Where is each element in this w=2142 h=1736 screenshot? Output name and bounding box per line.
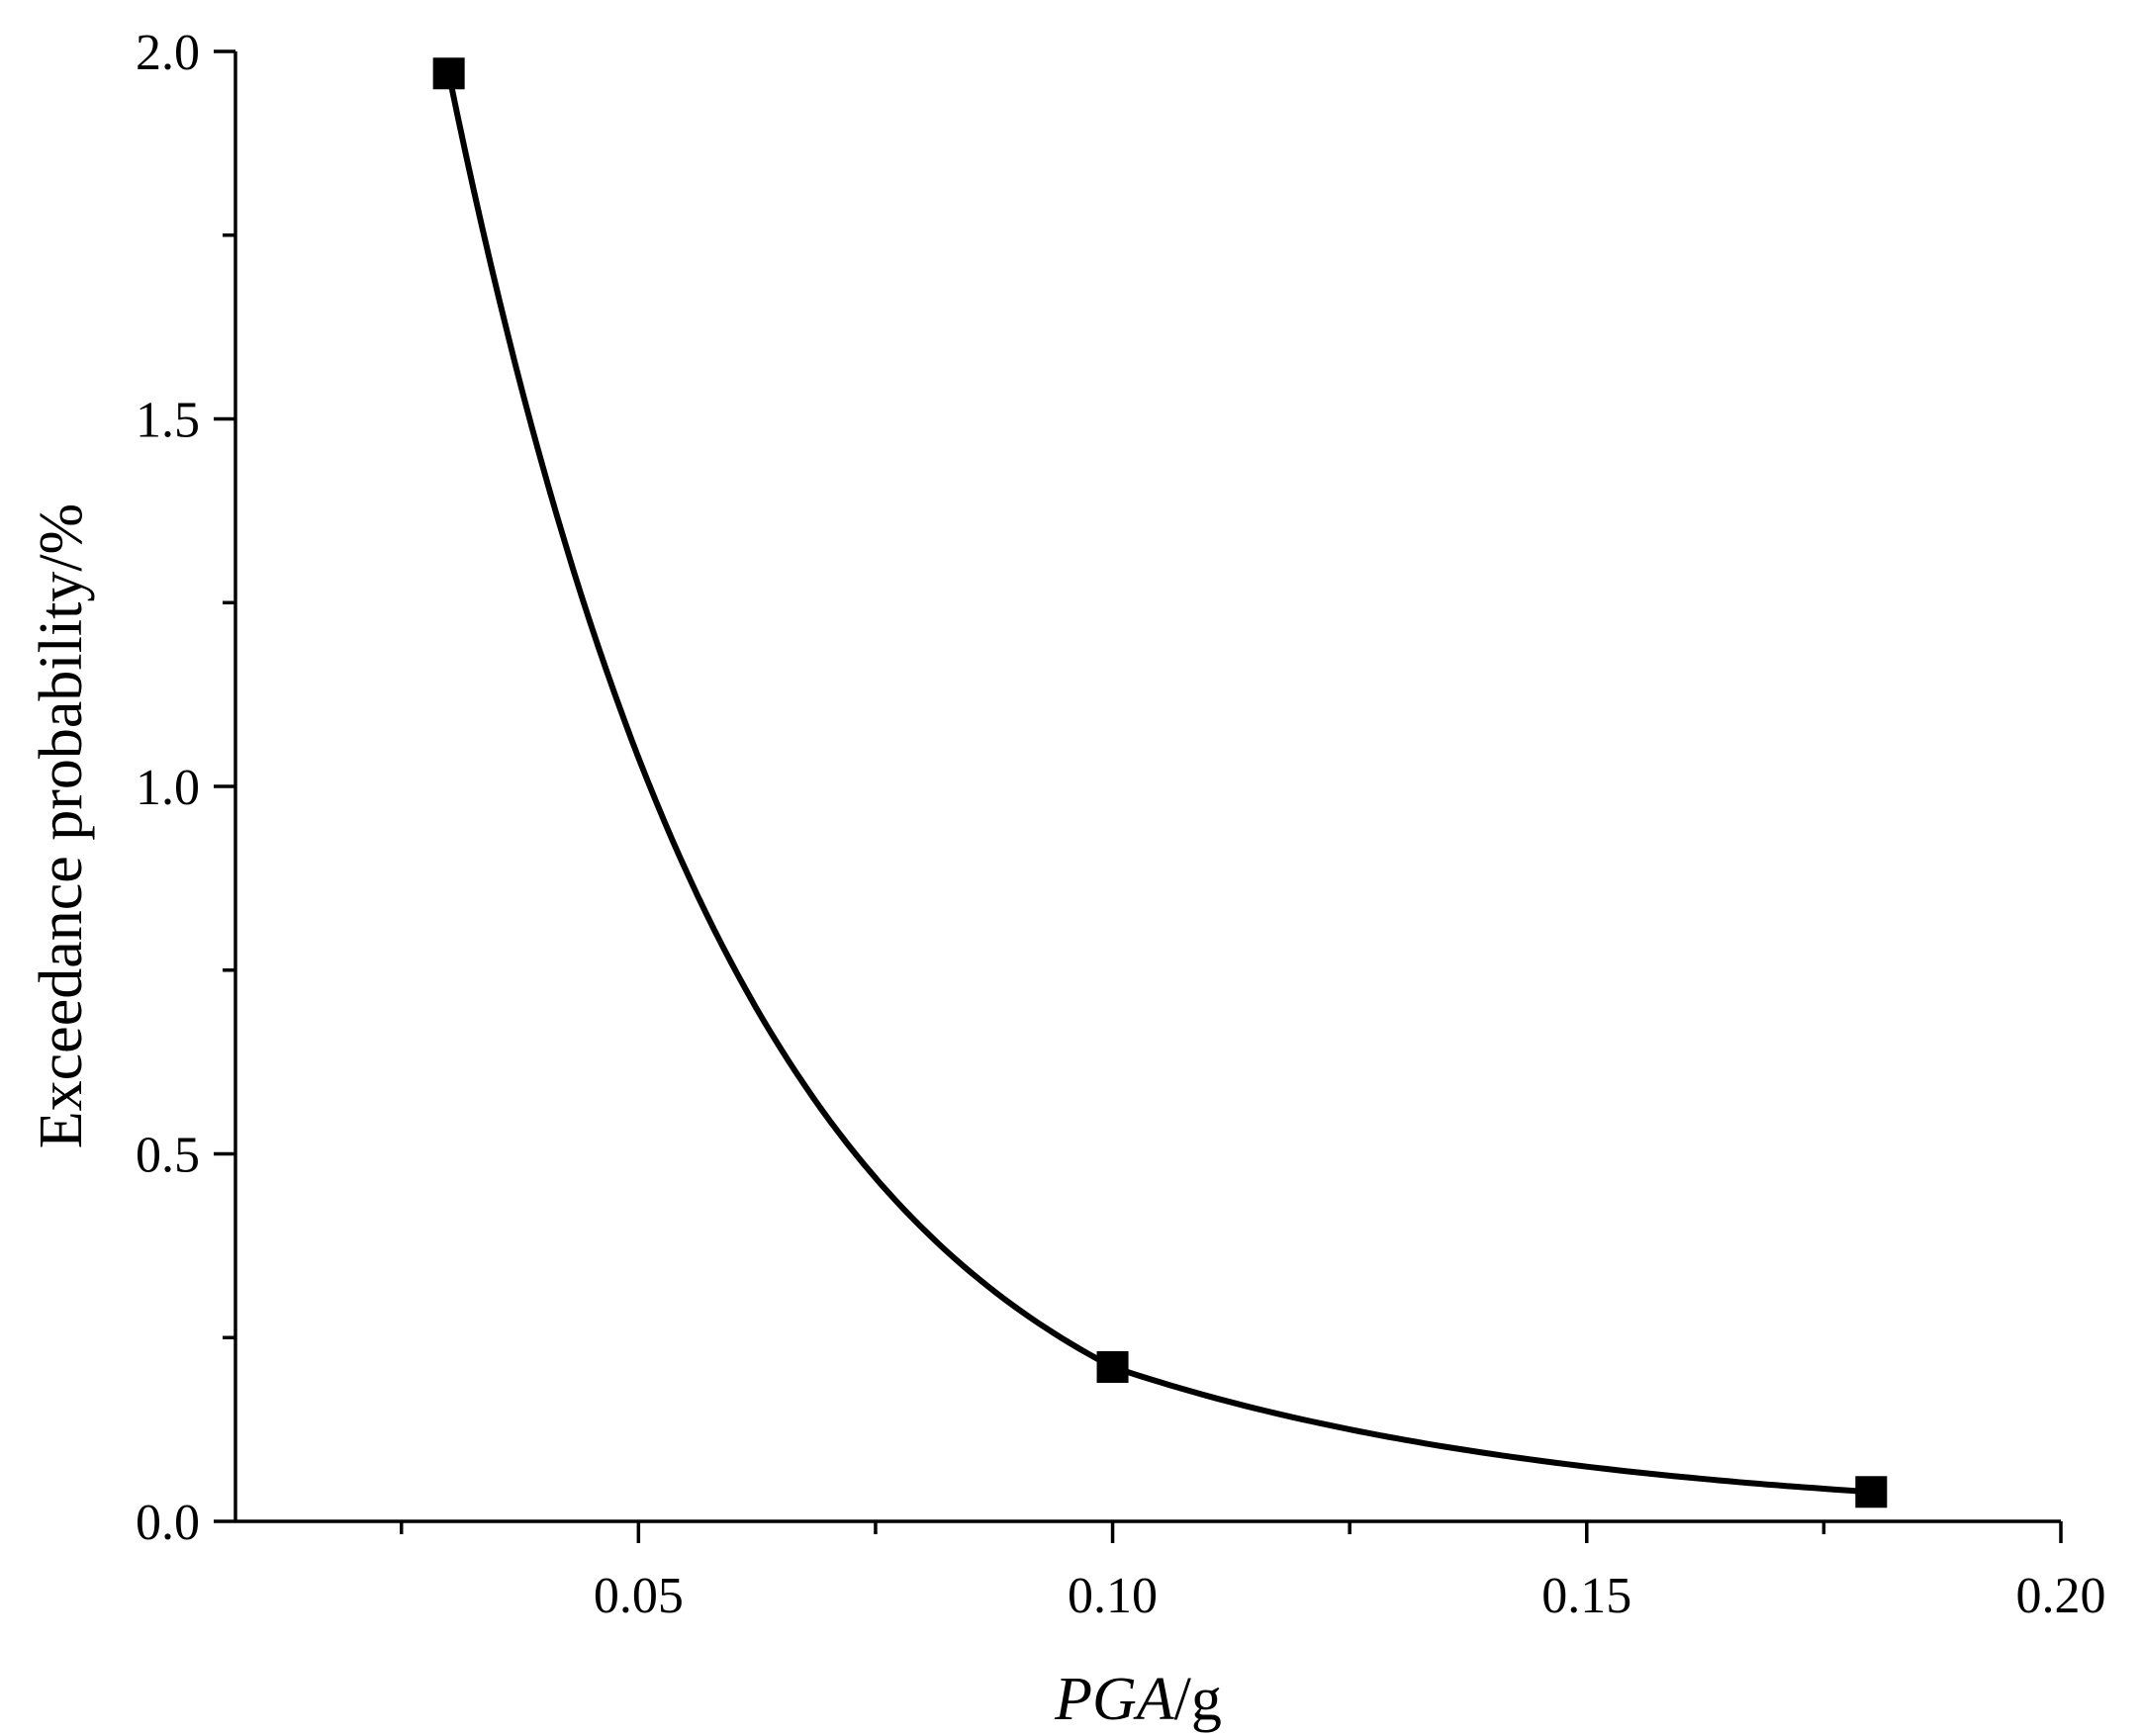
y-tick-label: 0.5	[136, 1128, 200, 1184]
exceedance-curve	[445, 72, 1872, 1496]
y-tick-label: 1.0	[136, 760, 200, 816]
data-markers	[432, 57, 1888, 1508]
data-point-marker	[432, 57, 465, 90]
x-axis-title: PGA/g	[1054, 1666, 1222, 1733]
x-tick-label: 0.05	[594, 1568, 684, 1624]
y-axis-title: Exceedance probability/%	[28, 503, 95, 1148]
y-ticks: 0.0 0.5 1.0 1.5 2.0	[136, 25, 235, 1551]
x-axis-title-unit: /g	[1174, 1666, 1222, 1733]
x-axis-title-variable: PGA	[1054, 1666, 1175, 1733]
y-tick-label: 2.0	[136, 25, 200, 81]
y-tick-label: 1.5	[136, 393, 200, 449]
x-tick-label: 0.15	[1541, 1568, 1631, 1624]
x-tick-label: 0.10	[1068, 1568, 1158, 1624]
axes	[233, 51, 2061, 1523]
y-tick-label: 0.0	[136, 1495, 200, 1551]
x-tick-label: 0.20	[2016, 1568, 2106, 1624]
data-point-marker	[1096, 1350, 1129, 1383]
data-point-marker	[1855, 1476, 1888, 1508]
x-ticks: 0.05 0.10 0.15 0.20	[399, 1521, 2106, 1624]
